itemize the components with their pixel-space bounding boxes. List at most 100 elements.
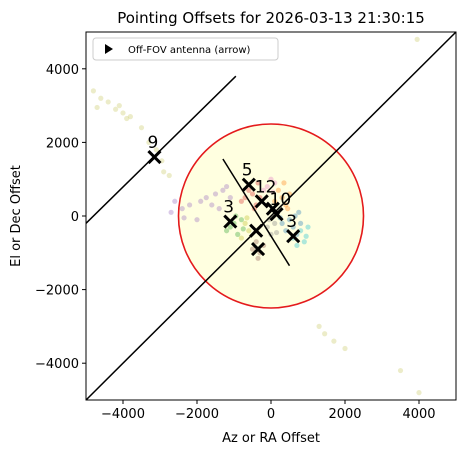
axis-ticks: −4000 −2000 0 2000 4000 −4000 −2000 0 2000 4000 bbox=[35, 63, 436, 422]
antenna-marker: 3 bbox=[223, 198, 238, 229]
y-tick-label: −2000 bbox=[35, 284, 79, 299]
legend-triangle-icon bbox=[105, 44, 113, 54]
antenna-marker: 5 bbox=[241, 161, 256, 192]
scatter-point bbox=[285, 206, 291, 212]
scatter-point bbox=[244, 215, 250, 221]
antenna-marker: 9 bbox=[147, 133, 162, 165]
antenna-x-stroke bbox=[249, 223, 264, 238]
scatter-point bbox=[249, 191, 256, 197]
scatter-point bbox=[301, 239, 307, 245]
scatter-point bbox=[414, 36, 420, 42]
scatter-point bbox=[253, 239, 259, 245]
antenna-marker: 3 bbox=[286, 212, 301, 244]
scatter-point bbox=[283, 202, 289, 208]
antenna-x-stroke bbox=[250, 242, 266, 257]
scatter-point bbox=[249, 246, 256, 252]
scatter-point bbox=[153, 147, 159, 153]
scatter-point bbox=[212, 191, 219, 197]
scatter-point bbox=[272, 180, 278, 186]
y-tick-label: 4000 bbox=[46, 63, 79, 78]
antenna-marker bbox=[265, 201, 280, 216]
scatter-point bbox=[105, 99, 111, 105]
antenna-x-stroke bbox=[223, 214, 238, 229]
scatter-point bbox=[331, 338, 337, 344]
scatter-point bbox=[255, 180, 261, 186]
scatter-point bbox=[94, 104, 100, 111]
antenna-label: 3 bbox=[223, 198, 234, 218]
x-tick-label: −2000 bbox=[175, 407, 219, 422]
antenna-x-stroke bbox=[265, 201, 280, 216]
scatter-point bbox=[296, 209, 302, 215]
scatter-point bbox=[179, 206, 185, 212]
y-axis-label: El or Dec Offset bbox=[9, 165, 24, 267]
scatter-point bbox=[181, 215, 187, 221]
scatter-point bbox=[113, 106, 119, 112]
x-tick-label: 4000 bbox=[402, 407, 435, 422]
antenna-x-stroke bbox=[254, 194, 269, 209]
y-tick-label: −4000 bbox=[35, 357, 79, 372]
fov-circle-edge bbox=[177, 123, 365, 309]
legend-box bbox=[92, 37, 279, 61]
x-axis-label: Az or RA Offset bbox=[222, 431, 320, 446]
scatter-point bbox=[227, 195, 233, 201]
scatter-point bbox=[281, 180, 287, 186]
scatter-point bbox=[238, 217, 244, 223]
antenna-label: 12 bbox=[255, 177, 277, 197]
scatter-point bbox=[124, 115, 130, 122]
antenna-marker: 12 bbox=[254, 177, 277, 209]
scatter-point bbox=[235, 231, 241, 237]
antenna-label: 3 bbox=[286, 212, 297, 232]
scatter-point bbox=[209, 202, 215, 208]
scatter-point bbox=[203, 195, 209, 201]
scatter-point bbox=[397, 367, 404, 374]
antenna-x-stroke bbox=[286, 229, 301, 244]
diagonal-line bbox=[86, 75, 237, 224]
y-tick-label: 2000 bbox=[46, 136, 79, 151]
diagonal-line bbox=[222, 158, 291, 267]
scatter-point bbox=[161, 169, 167, 175]
scatter-point bbox=[187, 202, 193, 208]
antenna-marker bbox=[249, 223, 264, 238]
scatter-point bbox=[242, 220, 248, 226]
scatter-point bbox=[116, 103, 122, 109]
scatter-point bbox=[198, 198, 204, 204]
scatter-point bbox=[261, 187, 267, 193]
x-tick-label: 0 bbox=[267, 407, 275, 422]
scatter-point bbox=[270, 189, 276, 195]
scatter-point bbox=[290, 224, 296, 230]
scatter-point bbox=[292, 213, 298, 219]
antenna-label: 5 bbox=[242, 161, 253, 181]
scatter-point bbox=[120, 110, 126, 116]
scatter-point bbox=[194, 217, 200, 223]
legend: Off-FOV antenna (arrow) bbox=[92, 37, 279, 61]
scatter-point bbox=[279, 220, 285, 226]
antenna-x-stroke bbox=[241, 177, 256, 192]
scatter-point bbox=[286, 191, 293, 197]
scatter-point bbox=[279, 195, 285, 201]
scatter-point bbox=[227, 224, 233, 230]
scatter-point bbox=[264, 183, 270, 190]
scatter-point bbox=[238, 198, 244, 204]
scatter-point bbox=[138, 125, 145, 131]
scatter-point bbox=[272, 198, 278, 204]
scatter-point bbox=[240, 226, 246, 232]
scatter-point bbox=[275, 187, 281, 193]
scatter-point bbox=[90, 88, 96, 94]
antenna-label: 9 bbox=[147, 133, 158, 153]
scatter-point bbox=[272, 220, 278, 226]
x-tick-label: −4000 bbox=[101, 407, 145, 422]
scatter-point bbox=[224, 183, 230, 190]
y-tick-label: 0 bbox=[71, 210, 79, 225]
scatter-point bbox=[268, 176, 274, 182]
x-tick-label: 2000 bbox=[328, 407, 361, 422]
scatter-point bbox=[246, 228, 252, 234]
scatter-point bbox=[416, 390, 422, 396]
scatter-point bbox=[238, 235, 244, 241]
scatter-point bbox=[342, 345, 348, 352]
scatter-point bbox=[98, 95, 104, 101]
scatter-point bbox=[224, 228, 230, 234]
scatter-point bbox=[220, 187, 226, 193]
antenna-marker bbox=[250, 242, 266, 257]
